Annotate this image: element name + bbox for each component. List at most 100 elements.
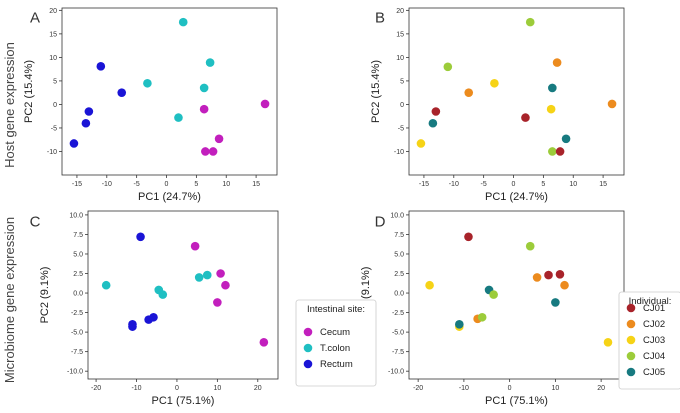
data-point <box>561 134 571 144</box>
data-point <box>525 17 535 27</box>
legend-marker <box>303 343 313 353</box>
data-point <box>174 113 183 122</box>
x-tick-label: 0 <box>175 385 179 392</box>
scatter-panel-d: D -20 -10 0 10 20 -10.0 -7.5 -5.0 -2.5 0.0 2.5 5.0 7.… <box>360 210 625 407</box>
x-tick-label: 10 <box>569 181 577 188</box>
legend-entry-label: T.colon <box>320 343 350 354</box>
x-tick-label: -10 <box>449 181 459 188</box>
y-tick-label: 10.0 <box>69 212 83 219</box>
data-point <box>96 62 106 71</box>
data-point <box>84 107 94 116</box>
legend-entry-label: CJ01 <box>643 303 665 314</box>
y-tick-label: 5 <box>53 78 57 85</box>
panel-letter: A <box>30 9 40 26</box>
x-tick-label: 15 <box>252 181 260 188</box>
data-point <box>416 139 426 148</box>
y-tick-label: -5 <box>398 125 404 132</box>
y-tick-label: -5.0 <box>392 330 404 337</box>
legend-marker <box>626 367 636 377</box>
y-tick-label: 20 <box>49 8 57 15</box>
data-point <box>158 290 168 299</box>
data-point <box>555 147 565 156</box>
x-tick-label: -5 <box>134 181 140 188</box>
data-point <box>221 280 230 290</box>
y-tick-label: 0 <box>400 102 404 109</box>
data-point <box>101 280 111 290</box>
x-tick-label: 20 <box>254 385 262 392</box>
x-tick-label: -20 <box>413 385 423 392</box>
data-point <box>194 273 204 282</box>
data-point <box>216 269 225 278</box>
y-tick-label: 7.5 <box>73 232 83 239</box>
panel-letter: B <box>375 9 385 26</box>
legends: Intestinal site: Cecum T.colon Rectum Indivi… <box>295 291 680 390</box>
y-tick-label: 5.0 <box>73 251 83 258</box>
row-label-microbiome: Microbiome gene expression <box>2 217 17 383</box>
x-tick-label: -10 <box>131 385 141 392</box>
x-tick-label: -5 <box>481 181 487 188</box>
data-point <box>490 78 499 88</box>
y-axis-label: PC2 (15.4%) <box>23 60 35 123</box>
legend-marker <box>626 303 636 313</box>
y-tick-label: -7.5 <box>392 349 404 356</box>
plot-frame <box>408 7 625 176</box>
data-point <box>81 118 91 128</box>
plot-frame <box>87 210 279 380</box>
legend-entry-label: CJ04 <box>643 351 665 362</box>
x-tick-label: 10 <box>213 385 221 392</box>
data-point <box>428 118 438 128</box>
data-point <box>143 78 152 88</box>
data-point <box>443 62 453 72</box>
data-point <box>544 270 553 280</box>
legend-box <box>295 299 377 387</box>
y-tick-label: 5.0 <box>394 251 404 258</box>
data-point <box>199 104 209 114</box>
legend-marker <box>303 359 313 369</box>
data-point <box>259 337 269 347</box>
data-point <box>202 270 212 280</box>
data-point <box>464 88 474 97</box>
y-tick-label: 15 <box>49 31 57 38</box>
legend-entry-label: CJ05 <box>643 367 665 378</box>
x-axis-label: PC1 (24.7%) <box>485 191 548 203</box>
legend-entry-label: CJ02 <box>643 319 665 330</box>
legend-box <box>618 291 680 390</box>
x-axis-label: PC1 (24.7%) <box>138 191 201 203</box>
x-tick-label: 15 <box>599 181 607 188</box>
y-tick-label: 10 <box>396 55 404 62</box>
legend-marker <box>303 327 313 337</box>
y-tick-label: 7.5 <box>394 232 404 239</box>
x-tick-label: 0 <box>508 385 512 392</box>
data-point <box>69 139 79 148</box>
data-point <box>548 147 557 156</box>
data-point <box>477 312 487 322</box>
y-tick-label: -2.5 <box>392 310 404 317</box>
x-tick-label: 10 <box>551 385 559 392</box>
x-tick-label: -10 <box>459 385 469 392</box>
data-point <box>431 107 441 116</box>
y-tick-label: -5 <box>51 125 57 132</box>
y-tick-label: 20 <box>396 8 404 15</box>
data-point <box>260 99 270 109</box>
panel-letter: D <box>375 213 386 230</box>
legend-entry-label: Cecum <box>320 327 350 338</box>
data-point <box>521 113 530 122</box>
data-point <box>213 298 222 307</box>
legend-title: Intestinal site: <box>307 304 365 315</box>
y-tick-label: 0.0 <box>394 291 404 298</box>
legend-individual: Individual:CJ01 CJ02 CJ03 CJ04 CJ05 <box>618 291 680 390</box>
x-axis-label: PC1 (75.1%) <box>152 395 215 407</box>
x-tick-label: -15 <box>419 181 429 188</box>
x-tick-label: -15 <box>72 181 82 188</box>
data-point <box>425 280 434 290</box>
y-tick-label: 0.0 <box>73 291 83 298</box>
plot-frame <box>61 7 278 176</box>
y-tick-label: -10.0 <box>388 369 404 376</box>
x-tick-label: 0 <box>165 181 169 188</box>
legend-marker <box>626 351 636 361</box>
data-point <box>555 269 565 279</box>
legend-site: Intestinal site: Cecum T.colon Rectum <box>295 299 377 387</box>
data-point <box>214 134 224 144</box>
data-point <box>117 88 127 97</box>
